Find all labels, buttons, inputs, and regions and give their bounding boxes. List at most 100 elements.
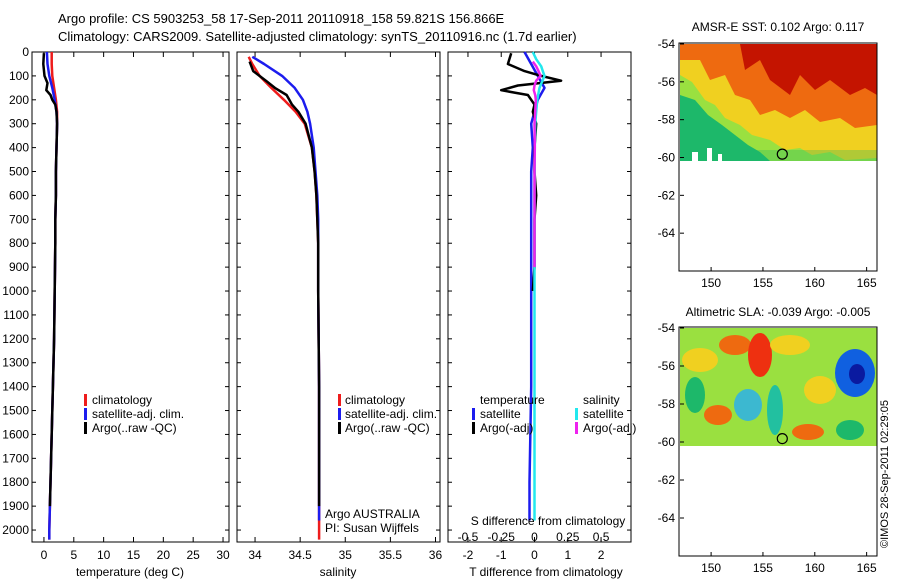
sla-blob [704, 405, 732, 425]
x-tick-label: 1 [564, 548, 571, 562]
series-line-climatology [247, 56, 321, 540]
map-x-tick-label: 165 [857, 276, 877, 290]
legend-swatch-satellite [338, 408, 341, 420]
map-y-tick-label: -62 [658, 473, 676, 487]
legend-swatch-t-argo [472, 422, 475, 434]
title-line-1: Argo profile: CS 5903253_58 17-Sep-2011 … [58, 11, 505, 26]
y-tick-label: 1000 [2, 284, 29, 298]
legend-label: Argo(-adj) [480, 421, 533, 435]
x-tick-label: -1 [496, 548, 507, 562]
legend-label: climatology [92, 393, 152, 407]
y-tick-label: 1100 [3, 308, 29, 322]
x-tick-label: 15 [127, 548, 141, 562]
x-tick-label: 20 [157, 548, 171, 562]
sst-band-edge [680, 150, 877, 161]
x-tick-label: 36 [429, 548, 443, 562]
map-y-tick-label: -58 [658, 113, 676, 127]
y-tick-label: 100 [9, 69, 29, 83]
legend-label: satellite [583, 407, 624, 421]
map-x-tick-label: 150 [701, 561, 721, 575]
legend-label: Argo(..raw -QC) [92, 421, 177, 435]
sla-map-frame [678, 326, 878, 557]
series-line-t_satellite [523, 51, 546, 521]
series-line-s_argo [531, 60, 542, 268]
legend-swatch-argo [338, 422, 341, 434]
y-tick-label: 1700 [2, 451, 29, 465]
x-tick-label: 35.5 [379, 548, 403, 562]
map-y-tick-label: -54 [658, 321, 676, 335]
sla-map-title: Altimetric SLA: -0.039 Argo: -0.005 [686, 305, 871, 319]
x-tick-label: -2 [463, 548, 474, 562]
legend-swatch-satellite [84, 408, 87, 420]
map-x-tick-label: 160 [805, 561, 825, 575]
legend-label: Argo(..raw -QC) [345, 421, 430, 435]
y-tick-label: 200 [9, 93, 29, 107]
legend-label: Argo(-adj) [583, 421, 636, 435]
sla-blob [836, 420, 864, 440]
legend-label: satellite [480, 407, 521, 421]
y-tick-label: 600 [9, 188, 29, 202]
sla-blob [748, 333, 772, 377]
x-tick-label: 35 [339, 548, 353, 562]
sst-gaps [692, 148, 722, 161]
timestamp: ©IMOS 28-Sep-2011 02:29:05 [879, 400, 891, 548]
legend-swatch-climatology [338, 394, 341, 406]
map-y-tick-label: -60 [658, 151, 676, 165]
temperature-panel-frame [31, 51, 230, 543]
salinity-panel-frame [236, 51, 441, 543]
sst-map-frame [678, 42, 878, 272]
s-tick-label: -0.5 [458, 530, 479, 544]
difference-plot: -2 -1 0 1 2 -0.5 -0.25 0 0.25 0.5 [448, 51, 631, 562]
x-tick-label: 34.5 [288, 548, 312, 562]
series-line-argo [248, 61, 321, 507]
sla-blob [767, 385, 783, 435]
y-tick-label: 400 [9, 141, 29, 155]
sla-blob [804, 376, 836, 404]
s-tick-label: 0.25 [556, 530, 580, 544]
s-tick-label: 0.5 [593, 530, 610, 544]
x-tick-label: 5 [70, 548, 77, 562]
legend-swatch-argo [84, 422, 87, 434]
x-tick-label: 2 [598, 548, 605, 562]
legend-header-salinity: salinity [583, 393, 620, 407]
map-y-tick-label: -56 [658, 75, 676, 89]
map-x-tick-label: 155 [753, 561, 773, 575]
legend-label: satellite-adj. clim. [345, 407, 437, 421]
x-tick-label: 0 [531, 548, 538, 562]
map-y-tick-label: -60 [658, 435, 676, 449]
legend-swatch-s-argo [575, 422, 578, 434]
x-tick-label: 25 [187, 548, 201, 562]
y-tick-label: 300 [9, 117, 29, 131]
credit-line-2: PI: Susan Wijffels [325, 521, 419, 535]
y-tick-label: 1900 [2, 499, 29, 513]
y-tick-label: 900 [9, 260, 29, 274]
sst-heatmap [680, 44, 877, 271]
sla-blob [770, 335, 810, 355]
x-tick-label: 30 [216, 548, 230, 562]
sla-heatmap [680, 328, 877, 446]
map-y-tick-label: -56 [658, 359, 676, 373]
sst-band-green [680, 95, 770, 161]
difference-legend: temperature salinity satellite Argo(-adj… [472, 393, 636, 435]
sla-blob [849, 364, 865, 384]
temperature-xlabel: temperature (deg C) [76, 565, 184, 579]
series-line-argo [42, 53, 59, 507]
salinity-plot: 34 34.5 35 35.5 36 [237, 51, 443, 562]
legend-label: satellite-adj. clim. [92, 407, 184, 421]
legend-swatch-t-satellite [472, 408, 475, 420]
map-x-tick-label: 160 [805, 276, 825, 290]
map-y-tick-label: -64 [658, 511, 676, 525]
salinity-xlabel: salinity [320, 565, 357, 579]
y-tick-label: 1200 [2, 332, 29, 346]
map-x-tick-label: 165 [857, 561, 877, 575]
y-tick-label: 2000 [2, 523, 29, 537]
y-tick-label: 700 [9, 212, 29, 226]
sst-land-mask [680, 161, 877, 271]
sla-blob [685, 377, 705, 413]
y-tick-label: 500 [9, 165, 29, 179]
legend-swatch-s-satellite [575, 408, 578, 420]
map-y-tick-label: -62 [658, 188, 676, 202]
x-tick-label: 10 [97, 548, 111, 562]
y-tick-label: 1800 [2, 475, 29, 489]
